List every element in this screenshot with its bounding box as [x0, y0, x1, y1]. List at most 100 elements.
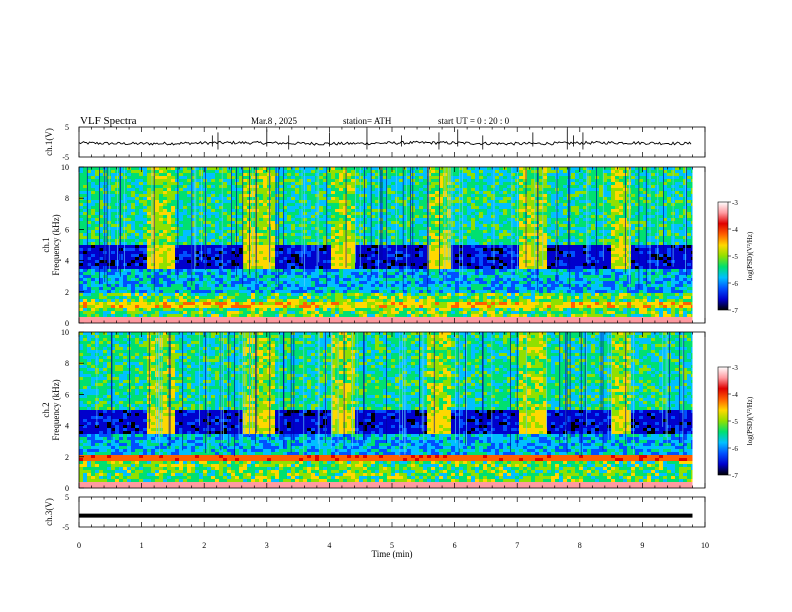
spectrogram-cell	[359, 191, 364, 195]
spectrogram-cell	[159, 227, 164, 231]
spectrogram-cell	[415, 317, 420, 321]
spectrogram-cell	[175, 242, 180, 246]
spectrogram-cell	[171, 200, 176, 204]
spectrogram-cell	[83, 305, 88, 309]
spectrogram-cell	[423, 281, 428, 285]
spectrogram-cell	[167, 203, 172, 207]
spectrogram-cell	[139, 266, 144, 270]
spectrogram-cell	[367, 281, 372, 285]
spectrogram-cell	[319, 194, 324, 198]
spectrogram-cell	[423, 203, 428, 207]
spectrogram-cell	[347, 215, 352, 219]
spectrogram-cell	[111, 185, 116, 189]
spectrogram-cell	[179, 242, 184, 246]
spectrogram-cell	[227, 215, 232, 219]
spectrogram-cell	[447, 269, 452, 273]
spectrogram-cell	[131, 170, 136, 174]
spectrogram-cell	[223, 248, 228, 252]
spectrogram-cell	[459, 176, 464, 180]
spectrogram-cell	[275, 191, 280, 195]
spectrogram-cell	[383, 314, 388, 318]
spectrogram-cell	[143, 173, 148, 177]
spectrogram-cell	[219, 191, 224, 195]
spectrogram-cell	[171, 236, 176, 240]
spectrogram-cell	[179, 278, 184, 282]
spectrogram-cell	[387, 320, 392, 324]
spectrogram-cell	[339, 284, 344, 288]
spectrogram-cell	[131, 185, 136, 189]
spectrogram-cell	[327, 212, 332, 216]
spectrogram-cell	[179, 194, 184, 198]
spectrogram-cell	[331, 236, 336, 240]
spectrogram-cell	[239, 173, 244, 177]
spectrogram-cell	[243, 242, 248, 246]
spectrogram-cell	[319, 251, 324, 255]
spectrogram-cell	[335, 206, 340, 210]
spectrogram-cell	[179, 170, 184, 174]
spectrogram-cell	[311, 278, 316, 282]
spectrogram-cell	[159, 218, 164, 222]
spectrogram-cell	[351, 314, 356, 318]
spectrogram-cell	[399, 299, 404, 303]
spectrogram-cell	[451, 191, 456, 195]
spectrogram-cell	[455, 179, 460, 183]
spectrogram-cell	[367, 251, 372, 255]
spectrogram-cell	[295, 194, 300, 198]
spectrogram-cell	[135, 209, 140, 213]
spectrogram-cell	[375, 221, 380, 225]
spectrogram-cell	[391, 227, 396, 231]
spectrogram-cell	[167, 179, 172, 183]
spectrogram-cell	[215, 224, 220, 228]
spectrogram-cell	[455, 263, 460, 267]
spectrogram-cell	[107, 272, 112, 276]
spectrogram-cell	[271, 299, 276, 303]
spectrogram-cell	[319, 281, 324, 285]
spectrogram-cell	[123, 251, 128, 255]
spectrogram-cell	[287, 212, 292, 216]
spectrogram-cell	[239, 200, 244, 204]
spectrogram-cell	[455, 272, 460, 276]
spectrogram-cell	[335, 251, 340, 255]
spectrogram-cell	[99, 170, 104, 174]
spectrogram-cell	[347, 314, 352, 318]
spectrogram-cell	[311, 188, 316, 192]
spectrogram-cell	[347, 209, 352, 213]
spectrogram-cell	[171, 257, 176, 261]
spectrogram-cell	[79, 221, 84, 225]
spectrogram-cell	[115, 317, 120, 321]
spectrogram-cell	[363, 197, 368, 201]
spectrogram-cell	[243, 209, 248, 213]
spectrogram-cell	[211, 209, 216, 213]
spectrogram-cell	[439, 176, 444, 180]
spectrogram-cell	[295, 317, 300, 321]
spectrogram-cell	[395, 299, 400, 303]
spectrogram-cell	[283, 302, 288, 306]
spectrogram-cell	[391, 236, 396, 240]
spectrogram-cell	[307, 275, 312, 279]
spectrogram-cell	[239, 206, 244, 210]
spectrogram-cell	[279, 206, 284, 210]
spectrogram-cell	[403, 260, 408, 264]
spectrogram-cell	[123, 284, 128, 288]
spectrogram-cell	[155, 281, 160, 285]
spectrogram-cell	[255, 245, 260, 249]
spectrogram-cell	[323, 245, 328, 249]
spectrogram-cell	[371, 314, 376, 318]
spectrogram-cell	[235, 257, 240, 261]
spectrogram-cell	[211, 317, 216, 321]
spectrogram-cell	[407, 239, 412, 243]
spectrogram-cell	[355, 275, 360, 279]
spectrogram-cell	[111, 230, 116, 234]
spectrogram-cell	[203, 302, 208, 306]
spectrogram-cell	[455, 260, 460, 264]
spectrogram-cell	[311, 179, 316, 183]
spectrogram-cell	[151, 275, 156, 279]
spectrogram-cell	[239, 260, 244, 264]
spectrogram-cell	[287, 293, 292, 297]
spectrogram-cell	[439, 263, 444, 267]
spectrogram-cell	[135, 275, 140, 279]
spectrogram-cell	[223, 281, 228, 285]
spectrogram-cell	[327, 242, 332, 246]
spectrogram-cell	[127, 239, 132, 243]
spectrogram-cell	[79, 194, 84, 198]
